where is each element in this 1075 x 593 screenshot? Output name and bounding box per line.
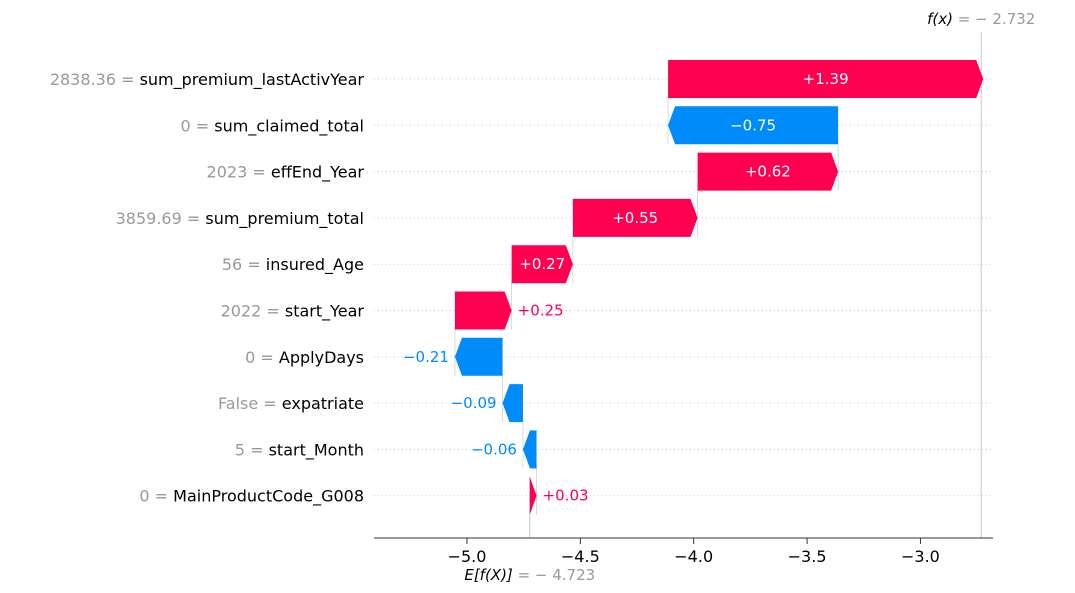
positive-bar xyxy=(668,60,984,98)
positive-bar xyxy=(454,291,512,330)
x-tick-label: −3.5 xyxy=(788,547,827,566)
feature-value: 0 = xyxy=(139,487,173,506)
feature-value: 0 = xyxy=(181,116,215,135)
base-symbol: E[f(X)] xyxy=(464,566,517,584)
x-tick-label: −4.5 xyxy=(561,547,600,566)
bar-value-label: +0.03 xyxy=(543,487,589,505)
feature-value: 56 = xyxy=(222,255,266,274)
feature-name: effEnd_Year xyxy=(271,163,365,183)
positive-bar xyxy=(511,245,573,284)
base-value-text: = − 4.723 xyxy=(518,566,596,584)
x-tick-label: −3.0 xyxy=(901,547,940,566)
positive-bar xyxy=(572,198,698,237)
bar-value-label: +0.62 xyxy=(745,163,791,181)
feature-label: 3859.69 = sum_premium_total xyxy=(116,209,364,229)
output-symbol: f(x) xyxy=(927,10,958,28)
feature-value: 5 = xyxy=(235,440,269,459)
feature-name: insured_Age xyxy=(266,255,364,275)
output-value-label: f(x) = − 2.732 xyxy=(927,10,1035,28)
feature-value: 0 = xyxy=(245,348,279,367)
feature-label: 56 = insured_Age xyxy=(222,255,364,275)
positive-bar xyxy=(697,152,839,191)
feature-value: False = xyxy=(218,394,282,413)
feature-name: sum_premium_total xyxy=(205,209,364,229)
feature-label: 0 = sum_claimed_total xyxy=(181,116,365,136)
feature-label: 2022 = start_Year xyxy=(221,302,365,322)
feature-name: sum_premium_lastActivYear xyxy=(140,70,365,90)
bar-value-label: +1.39 xyxy=(803,70,849,88)
feature-value: 2023 = xyxy=(207,163,271,182)
feature-label: 2838.36 = sum_premium_lastActivYear xyxy=(50,70,365,90)
bar-value-label: −0.21 xyxy=(403,348,449,366)
bar-value-label: −0.06 xyxy=(471,440,517,458)
positive-bar xyxy=(529,476,537,515)
feature-name: ApplyDays xyxy=(279,348,364,367)
x-tick-label: −5.0 xyxy=(448,547,487,566)
bar-value-label: −0.09 xyxy=(451,394,497,412)
output-value-text: = − 2.732 xyxy=(958,10,1036,28)
bar-value-label: +0.55 xyxy=(612,209,658,227)
feature-value: 2838.36 = xyxy=(50,70,140,89)
bar-value-label: +0.27 xyxy=(519,255,565,273)
feature-label: 0 = ApplyDays xyxy=(245,348,364,367)
bar-value-label: +0.25 xyxy=(518,302,564,320)
feature-label: 5 = start_Month xyxy=(235,440,364,460)
feature-name: MainProductCode_G008 xyxy=(173,487,364,507)
bar-value-label: −0.75 xyxy=(730,116,776,134)
negative-bar xyxy=(668,106,839,145)
feature-name: sum_claimed_total xyxy=(214,116,364,136)
feature-value: 2022 = xyxy=(221,302,285,321)
feature-name: start_Year xyxy=(285,302,365,322)
feature-name: expatriate xyxy=(282,394,364,413)
x-tick-label: −4.0 xyxy=(674,547,713,566)
negative-bar xyxy=(502,384,523,423)
negative-bar xyxy=(522,430,537,469)
feature-label: 0 = MainProductCode_G008 xyxy=(139,487,364,507)
feature-name: start_Month xyxy=(269,440,364,460)
feature-value: 3859.69 = xyxy=(116,209,206,228)
negative-bar xyxy=(454,337,503,376)
feature-label: 2023 = effEnd_Year xyxy=(207,163,365,183)
base-value-label: E[f(X)] = − 4.723 xyxy=(464,566,595,584)
feature-label: False = expatriate xyxy=(218,394,364,413)
